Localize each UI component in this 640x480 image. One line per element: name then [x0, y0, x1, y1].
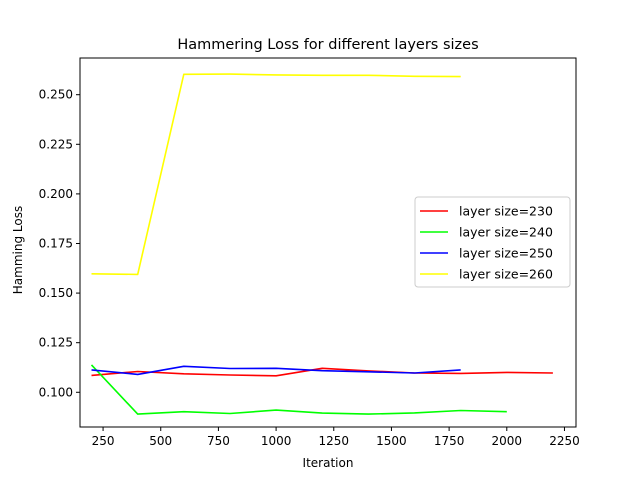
plot-frame — [79, 57, 577, 428]
series-line-3 — [91, 365, 461, 376]
x-axis-label: Iteration — [303, 456, 354, 470]
y-tick-label: 0.150 — [39, 286, 73, 300]
x-tick-label: 750 — [207, 434, 230, 448]
y-tick-label: 0.200 — [39, 187, 73, 201]
legend-entry: layer size=260 — [459, 267, 553, 282]
x-tick-label: 2000 — [492, 434, 523, 448]
y-tick-label: 0.100 — [39, 385, 73, 399]
y-tick-label: 0.175 — [39, 236, 73, 250]
series-line-1 — [91, 367, 553, 377]
x-tick-label: 1750 — [434, 434, 465, 448]
x-tick-label: 1500 — [376, 434, 407, 448]
y-tick-label: 0.250 — [39, 88, 73, 102]
series-layer — [90, 73, 553, 415]
legend-frame — [414, 196, 571, 288]
chart-title: Hammering Loss for different layers size… — [177, 37, 478, 53]
legend-entry: layer size=240 — [459, 225, 553, 240]
legend: layer size=230 layer size=240 layer size=2… — [414, 196, 571, 288]
x-tick-label: 1250 — [318, 434, 349, 448]
series-line-2 — [90, 364, 507, 415]
x-tick-label: 250 — [92, 434, 115, 448]
y-axis-label: Hamming Loss — [11, 206, 25, 294]
y-axis-ticks: 0.100 0.125 0.150 0.175 0.200 0.225 0.250 — [39, 88, 80, 399]
x-tick-label: 2250 — [549, 434, 580, 448]
x-tick-label: 500 — [149, 434, 172, 448]
series-line-4 — [91, 73, 461, 276]
legend-entry: layer size=230 — [459, 204, 553, 219]
y-tick-label: 0.125 — [39, 336, 73, 350]
legend-entry: layer size=250 — [459, 246, 553, 261]
x-tick-label: 1000 — [261, 434, 292, 448]
x-axis-ticks: 250 500 750 1000 1250 1500 1750 2000 2250 — [92, 427, 580, 448]
y-tick-label: 0.225 — [39, 137, 73, 151]
